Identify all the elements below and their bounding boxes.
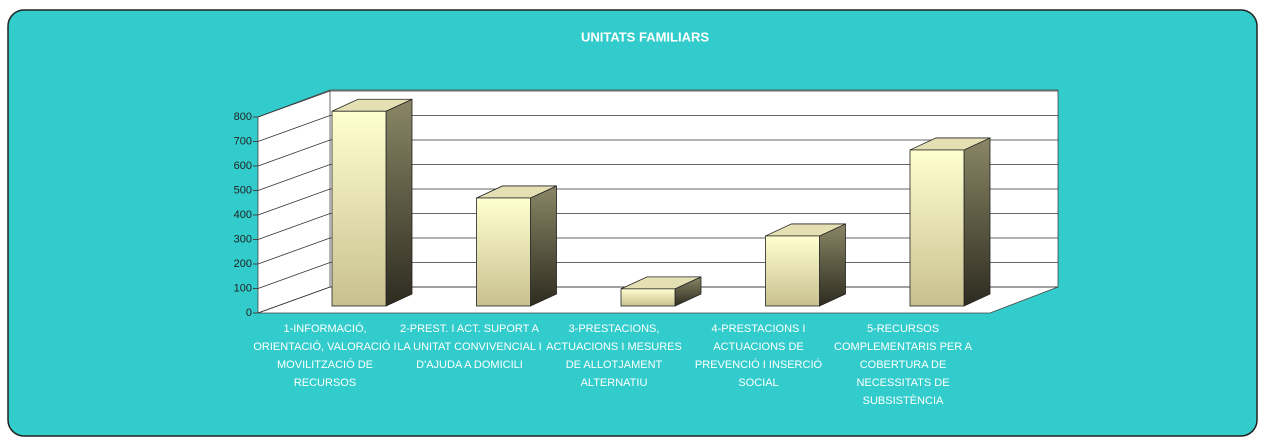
y-tick-label: 300 xyxy=(234,233,252,245)
y-tick-label: 0 xyxy=(246,307,252,319)
bar xyxy=(909,149,965,307)
bar xyxy=(765,235,820,307)
bar-side xyxy=(530,185,557,307)
grid-line xyxy=(257,115,1058,142)
y-tick-label: 200 xyxy=(234,258,252,270)
bar xyxy=(331,110,387,307)
grid-line xyxy=(257,213,1058,240)
bar xyxy=(476,197,531,307)
x-tick-label: 5-RECURSOS COMPLEMENTARIS PER A COBERTUR… xyxy=(834,323,972,407)
grid-line xyxy=(257,164,1058,191)
y-tick-label: 400 xyxy=(234,209,252,221)
y-tick-label: 600 xyxy=(234,160,252,172)
bar-side xyxy=(385,98,413,307)
grid-line xyxy=(257,139,1058,167)
chart-title: UNITATS FAMILIARS xyxy=(581,29,709,44)
y-tick-label: 100 xyxy=(234,282,252,294)
grid-line xyxy=(257,90,1058,118)
y-tick-label: 700 xyxy=(234,135,252,147)
x-tick-label: 4-PRESTACIONS I ACTUACIONS DE PREVENCIÓ … xyxy=(694,323,823,389)
x-tick-label: 1-INFORMACIÓ, ORIENTACIÓ, VALORACIÓ I MO… xyxy=(253,323,397,389)
bar-side xyxy=(819,223,846,307)
y-tick-label: 800 xyxy=(234,111,252,123)
x-tick-label: 2-PREST. I ACT. SUPORT A LA UNITAT CONVI… xyxy=(397,323,542,371)
bar-side xyxy=(963,137,991,307)
bar xyxy=(620,288,676,307)
grid-line xyxy=(257,188,1058,216)
y-tick-label: 500 xyxy=(234,184,252,196)
x-tick-label: 3-PRESTACIONS, ACTUACIONS I MESURES DE A… xyxy=(546,323,682,389)
